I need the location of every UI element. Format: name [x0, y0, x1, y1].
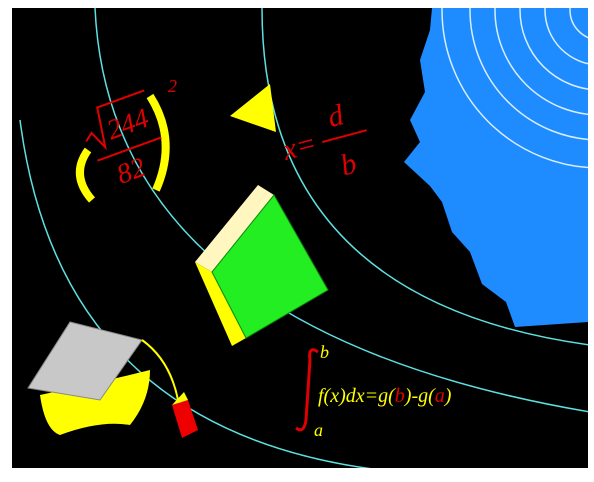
- integral-part: )-g(: [404, 385, 436, 407]
- orbit: [19, 119, 372, 468]
- ratio-formula: x= d b: [278, 98, 367, 182]
- integral-part: a: [435, 385, 445, 407]
- integral-body: f(x)dx=g(b)-g(a): [318, 385, 452, 407]
- triangle: [230, 84, 276, 132]
- paren: [146, 93, 170, 192]
- integral-lower: a: [314, 420, 323, 440]
- head-silhouette: [404, 8, 588, 327]
- graduation-cap: [27, 321, 198, 438]
- paren: [76, 147, 96, 203]
- integral-upper: b: [320, 342, 329, 362]
- integral-sign: [295, 348, 319, 432]
- orbit: [261, 8, 588, 346]
- integral-part: f(x)dx=g(: [318, 385, 396, 407]
- exponent: 2: [168, 76, 177, 96]
- book: [195, 185, 329, 346]
- integral-part: b: [395, 385, 405, 407]
- integral-part: ): [444, 385, 452, 407]
- head-waves: [441, 8, 588, 169]
